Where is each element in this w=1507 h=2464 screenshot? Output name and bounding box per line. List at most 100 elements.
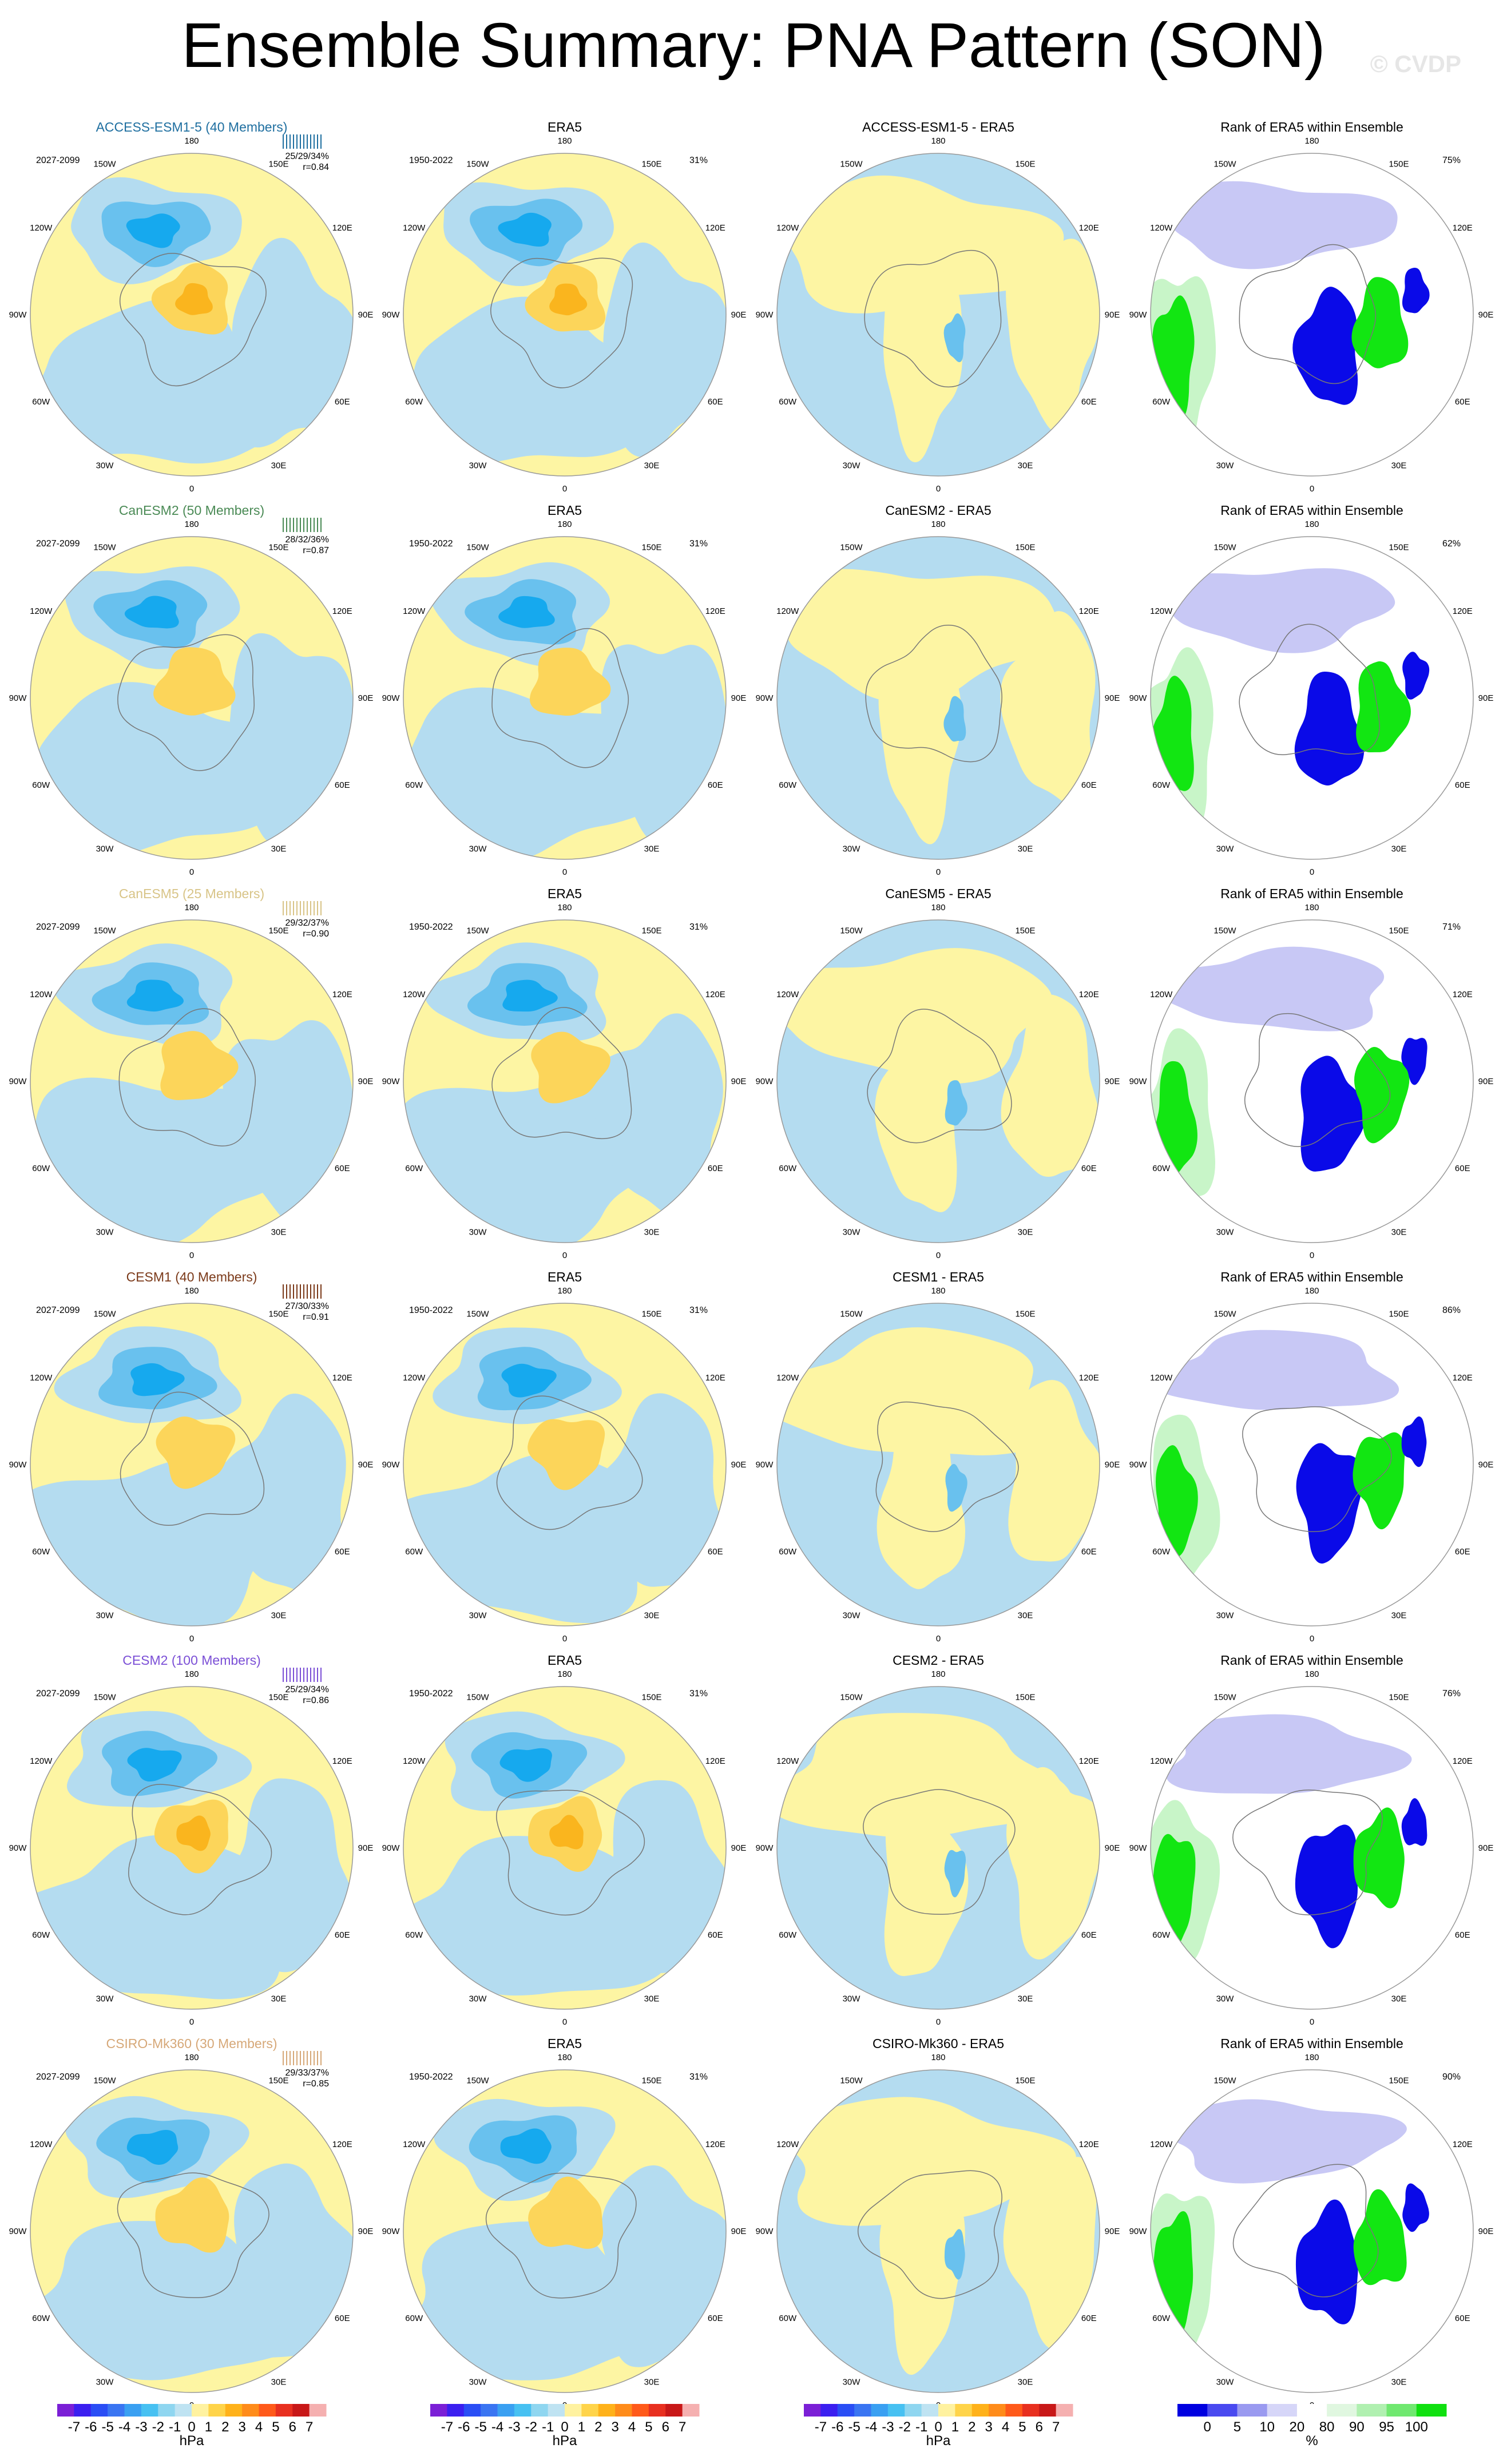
longitude-label: 150E [1015,1693,1035,1703]
canada-high [156,1416,236,1489]
longitude-label: 60E [1081,1930,1097,1940]
longitude-label: 90E [358,1077,374,1086]
map-body [777,2070,1100,2392]
longitude-label: 90W [756,1843,774,1853]
longitude-label: 180 [184,519,199,529]
colorbar-tick: -6 [458,2419,470,2435]
colorbar-swatch [1267,2404,1298,2417]
rank-high-core [1353,2189,1407,2286]
colorbar-swatch [514,2404,532,2417]
longitude-label: 150E [1015,926,1035,936]
longitude-label: 120E [1453,990,1473,999]
longitude-label: 30W [96,461,114,470]
longitude-label: 90E [1478,693,1494,703]
longitude-label: 120W [30,606,53,616]
longitude-label: 180 [931,1669,945,1679]
era5-years: 1950-2022 [409,922,453,932]
longitude-label: 60W [1152,1930,1171,1940]
rank-title: Rank of ERA5 within Ensemble [1220,120,1403,134]
colorbar-tick: -4 [491,2419,503,2435]
longitude-label: 30W [1216,1994,1235,2003]
colorbar-tick: 3 [611,2419,618,2435]
longitude-label: 0 [562,867,567,877]
map-border [30,536,354,860]
longitude-label: 150E [641,1310,661,1319]
colorbar-swatch [1022,2404,1040,2417]
longitude-label: 30W [843,1994,861,2003]
colorbar-swatch [1207,2404,1238,2417]
longitude-label: 30E [644,1227,660,1237]
longitude-label: 30E [271,1610,287,1620]
negative-field [223,1020,353,1228]
longitude-label: 30W [96,1994,114,2003]
longitude-label: 120E [705,990,725,999]
longitude-label: 0 [189,484,194,494]
variance-pct: 31% [689,1689,708,1699]
pattern-correlation: r=0.84 [303,162,329,172]
longitude-label: 90E [1478,310,1494,320]
longitude-label: 90W [756,693,774,703]
colorbar-tick: 5 [1018,2419,1026,2435]
panel-row: CESM1 (40 Members) 2027-2099 27/30/33%r=0.… [9,1269,1494,1644]
longitude-label: 120W [403,1373,426,1383]
spread-stats: 25/29/34% [285,1685,329,1695]
canada-high-core [549,1815,584,1850]
coastline [1239,244,1377,384]
longitude-label: 30E [1391,461,1407,470]
longitude-label: 90E [731,1460,747,1470]
longitude-label: 60E [335,1164,350,1173]
longitude-label: 0 [936,484,941,494]
rank-low-core [1402,268,1430,314]
era5-years: 1950-2022 [409,1306,453,1315]
longitude-label: 30W [469,461,487,470]
longitude-label: 90W [382,310,400,320]
spread-stats: 27/30/33% [285,1302,329,1311]
canada-high [153,647,236,716]
longitude-label: 0 [562,1634,567,1644]
longitude-label: 90W [9,1077,27,1086]
difference-low [945,1080,967,1126]
longitude-label: 120E [332,1373,352,1383]
longitude-label: 0 [189,867,194,877]
colorbar-tick: 6 [1036,2419,1043,2435]
colorbar-swatch [242,2404,259,2417]
coastline [120,1391,265,1526]
colorbar-tick: -3 [135,2419,147,2435]
longitude-label: 60W [779,1547,797,1557]
longitude-label: 30E [271,1227,287,1237]
longitude-label: 180 [1304,136,1319,146]
map-body [403,1303,726,1626]
longitude-label: 90W [756,1077,774,1086]
colorbar-swatch [1357,2404,1387,2417]
longitude-label: 180 [557,903,572,912]
panel-row: CESM2 (100 Members) 2027-2099 25/29/34%r=0… [9,1653,1494,2027]
rank-high-core [1353,1807,1405,1908]
colorbar-swatch [938,2404,955,2417]
longitude-label: 120W [403,606,426,616]
map-body [30,1687,353,2009]
longitude-label: 0 [936,867,941,877]
longitude-label: 150E [1389,2076,1409,2086]
longitude-label: 150E [268,2076,288,2086]
map-border [403,153,727,477]
colorbar-swatch [1327,2404,1357,2417]
colorbar-swatch [463,2404,481,2417]
longitude-label: 120W [403,2140,426,2149]
longitude-label: 60E [708,2314,723,2323]
longitude-label: 60W [1152,2314,1171,2323]
map-body [403,1687,726,2009]
map-body [403,2070,726,2392]
colorbar-swatch [648,2404,666,2417]
longitude-label: 90E [1105,310,1120,320]
longitude-label: 180 [184,1669,199,1679]
spread-stats: 29/33/37% [285,2068,329,2078]
positive-field [1008,1380,1100,1562]
longitude-label: 30W [469,1227,487,1237]
longitude-label: 90W [382,1460,400,1470]
colorbar-tick: -6 [831,2419,843,2435]
map-body [30,1303,353,1626]
positive-field [883,251,963,463]
rank-low-field [1151,946,1385,1031]
